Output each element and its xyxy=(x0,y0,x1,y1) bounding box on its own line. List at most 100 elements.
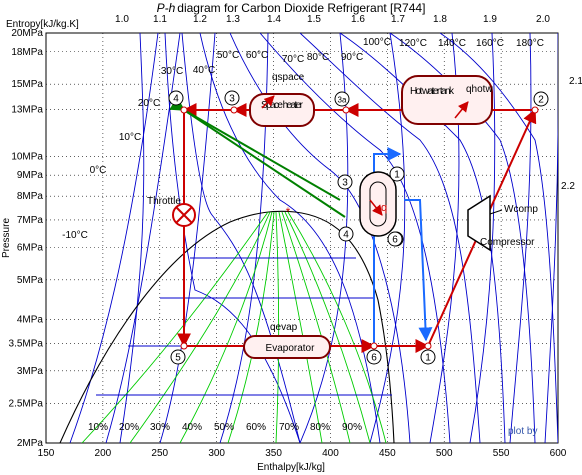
entropy-ticks: 1.0 1.1 1.2 1.3 1.4 1.5 1.6 1.7 1.8 1.9 2.0 2.1 2.2 xyxy=(115,14,582,192)
state-label-6: 6 xyxy=(366,349,382,365)
quality-label: 40% xyxy=(182,422,202,433)
state-label-1: 1 xyxy=(420,349,436,365)
svg-text:5: 5 xyxy=(175,353,181,364)
ihx-line-upper xyxy=(169,97,341,201)
entropy-tick-label: 1.5 xyxy=(307,14,321,25)
quality-line xyxy=(287,211,387,443)
state-labels: 1112333a44566 xyxy=(168,90,549,365)
isotherm-label: 140°C xyxy=(438,38,466,49)
svg-text:6: 6 xyxy=(371,353,377,364)
isotherm-label: -10°C xyxy=(62,230,88,241)
space-heater-label: Space heater xyxy=(261,100,304,111)
state-marker-5 xyxy=(180,342,188,350)
svg-text:2: 2 xyxy=(538,95,544,106)
state-label-4: 4 xyxy=(168,90,184,106)
y-tick-label: 2MPa xyxy=(17,438,44,449)
svg-text:1: 1 xyxy=(425,353,431,364)
isentrope-line xyxy=(544,33,558,443)
isentrope-line xyxy=(105,33,181,443)
y-tick-label: 20MPa xyxy=(11,28,43,39)
isotherm-label: 60°C xyxy=(246,50,268,61)
critical-point-marker: * xyxy=(286,205,291,219)
y-axis-label: Pressure xyxy=(1,218,12,258)
x-tick-label: 350 xyxy=(265,448,282,459)
y-tick-label: 9MPa xyxy=(17,170,44,181)
state-marker-4 xyxy=(180,106,188,114)
state-marker-1 xyxy=(424,342,432,350)
quality-label: 80% xyxy=(310,422,330,433)
entropy-tick-label: 1.7 xyxy=(391,14,405,25)
isotherm-label: 180°C xyxy=(516,38,544,49)
isotherm-label: 70°C xyxy=(282,54,304,65)
hot-water-tank: Hot water tank xyxy=(401,75,493,125)
isotherm-line xyxy=(199,33,381,443)
y-tick-label: 3.5MPa xyxy=(9,338,44,349)
x-tick-label: 450 xyxy=(379,448,396,459)
isotherm-label: 40°C xyxy=(193,65,215,76)
entropy-tick-label: 2.2 xyxy=(561,181,575,192)
y-tick-label: 5MPa xyxy=(17,275,44,286)
isotherm-line xyxy=(259,33,451,443)
entropy-tick-label: 2.0 xyxy=(536,14,550,25)
state-label-4: 4 xyxy=(338,226,354,242)
isotherm-line xyxy=(119,33,145,443)
suction-line xyxy=(373,147,402,346)
isotherm-label: 0°C xyxy=(90,165,107,176)
entropy-tick-label: 1.0 xyxy=(115,14,129,25)
quality-lines xyxy=(81,211,387,443)
state-marker-3a xyxy=(342,106,350,114)
entropy-tick-label: 1.4 xyxy=(267,14,281,25)
x-tick-label: 250 xyxy=(151,448,168,459)
x-tick-label: 550 xyxy=(493,448,510,459)
y-tick-label: 2.5MPa xyxy=(9,398,44,409)
state-label-2: 2 xyxy=(533,91,549,107)
ihx-line-lower xyxy=(169,97,346,218)
isotherm-label: 50°C xyxy=(217,50,239,61)
q-space-label: qspace xyxy=(272,72,305,83)
hot-water-label: Hot water tank xyxy=(410,86,455,97)
isentrope-line xyxy=(369,33,406,443)
isotherm-label: 90°C xyxy=(341,52,363,63)
chart-title: P-h diagram for Carbon Dioxide Refrigeran… xyxy=(157,1,426,15)
x-tick-label: 150 xyxy=(38,448,55,459)
evaporator: Evaporator xyxy=(243,335,331,359)
w-comp-arrow xyxy=(489,209,503,215)
isotherm-label: 30°C xyxy=(161,66,183,77)
y-tick-label: 13MPa xyxy=(11,105,43,116)
state-markers xyxy=(180,106,539,350)
entropy-tick-label: 2.1 xyxy=(569,76,582,87)
svg-text:1: 1 xyxy=(394,170,400,181)
y-tick-label: 8MPa xyxy=(17,191,44,202)
state-marker-6 xyxy=(370,342,378,350)
compressor xyxy=(467,194,491,252)
isotherm-label: 100°C xyxy=(363,37,391,48)
y-tick-label: 7MPa xyxy=(17,215,44,226)
svg-text:3: 3 xyxy=(342,178,348,189)
isotherm-line xyxy=(439,33,558,443)
grid xyxy=(46,33,558,443)
credit-label: plot by xyxy=(508,426,537,437)
state-label-3: 3 xyxy=(337,174,353,190)
x-tick-label: 400 xyxy=(322,448,339,459)
isentrope-line xyxy=(469,33,496,443)
quality-line xyxy=(275,211,280,443)
svg-text:6: 6 xyxy=(392,235,398,246)
isotherm-line xyxy=(299,33,481,443)
internal-heat-exchanger xyxy=(359,171,397,237)
state-marker-3 xyxy=(230,106,238,114)
y-axis-ticks: 20MPa 18MPa 15MPa 13MPa 10MPa 9MPa 8MPa 7MPa 6MP… xyxy=(9,28,44,449)
quality-label: 90% xyxy=(342,422,362,433)
isotherm-label: 160°C xyxy=(476,38,504,49)
quality-line xyxy=(278,211,323,443)
quality-label: 30% xyxy=(150,422,170,433)
quality-line xyxy=(179,211,273,443)
ihx-q-label: q xyxy=(381,202,387,214)
quality-line xyxy=(227,211,275,443)
x-tick-label: 300 xyxy=(208,448,225,459)
isotherm-label: 10°C xyxy=(119,132,141,143)
entropy-tick-label: 1.2 xyxy=(193,14,207,25)
svg-text:4: 4 xyxy=(173,94,179,105)
state-marker-2 xyxy=(531,106,539,114)
entropy-tick-label: 1.6 xyxy=(351,14,365,25)
